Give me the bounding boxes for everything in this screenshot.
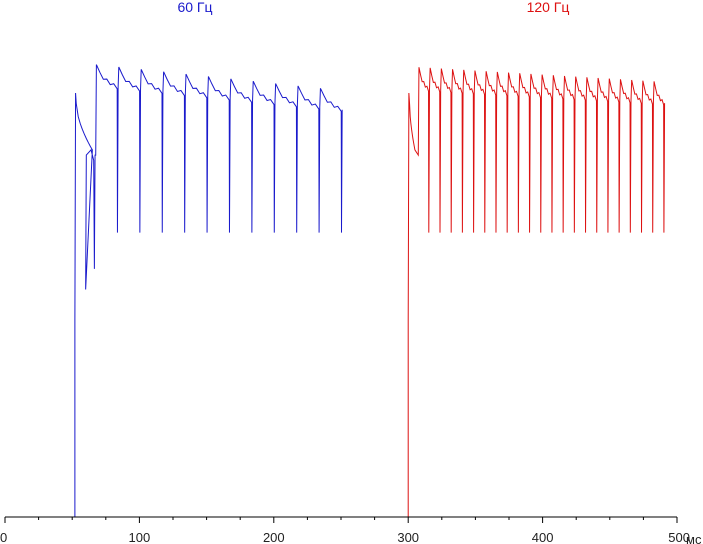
x-tick-label: 400 <box>532 530 554 544</box>
x-tick-label: 100 <box>129 530 151 544</box>
x-tick-label: 0 <box>0 530 7 544</box>
plot-area <box>5 64 666 518</box>
x-tick-label: 500 <box>668 530 690 544</box>
series-line-60hz <box>5 64 343 518</box>
x-axis-unit: мс <box>686 532 702 544</box>
series-line-120hz <box>341 67 666 518</box>
x-tick-label: 200 <box>263 530 285 544</box>
series-label-120hz: 120 Гц <box>527 0 570 15</box>
x-tick-label: 300 <box>397 530 419 544</box>
x-axis-ticks: 0 100 200 300 400 500 <box>0 517 690 544</box>
series-label-60hz: 60 Гц <box>177 0 212 15</box>
